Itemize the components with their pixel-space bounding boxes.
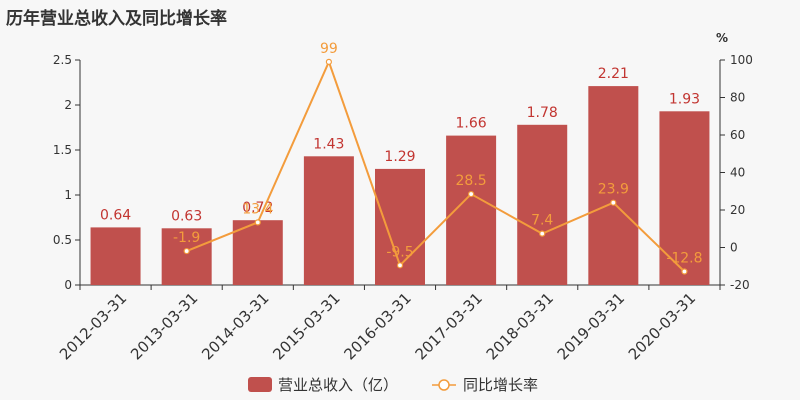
x-tick-label: 2018-03-31	[483, 289, 557, 363]
revenue-bar	[588, 86, 639, 285]
y-right-tick-label: -20	[730, 278, 750, 292]
revenue-bar	[232, 220, 283, 285]
revenue-bar-label: 0.64	[100, 207, 131, 223]
growth-rate-label: -9.5	[386, 244, 413, 260]
growth-rate-point	[681, 268, 688, 275]
revenue-bar-label: 1.93	[669, 91, 700, 107]
x-tick-label: 2013-03-31	[127, 289, 201, 363]
y-right-tick-label: 40	[730, 166, 745, 180]
x-tick-label: 2019-03-31	[554, 289, 628, 363]
growth-rate-point	[396, 262, 404, 269]
revenue-bar-label: 2.21	[598, 66, 629, 82]
y-right-tick-label: 100	[730, 53, 753, 67]
growth-rate-point	[468, 190, 475, 198]
y-left-tick-label: 1.5	[53, 143, 72, 157]
growth-rate-label: -12.8	[666, 251, 702, 267]
y-left-tick-label: 2.5	[53, 53, 72, 67]
legend-line-label: 同比增长率	[463, 376, 538, 394]
growth-rate-label: 28.5	[456, 173, 487, 189]
revenue-bar	[90, 227, 141, 285]
x-tick-label: 2020-03-31	[625, 289, 699, 363]
x-tick-label: 2014-03-31	[198, 289, 272, 363]
growth-rate-point	[539, 230, 546, 237]
revenue-bar-label: 1.66	[456, 116, 487, 132]
legend-bar-label: 营业总收入（亿）	[278, 376, 398, 394]
growth-rate-point	[183, 247, 190, 255]
x-tick-label: 2017-03-31	[412, 289, 486, 363]
y-right-tick-label: 20	[730, 203, 745, 217]
revenue-bar-label: 0.63	[171, 208, 202, 224]
y-left-tick-label: 2	[64, 98, 72, 112]
x-tick-label: 2015-03-31	[269, 289, 343, 363]
revenue-bar	[161, 228, 212, 285]
growth-rate-point	[610, 199, 617, 206]
legend-bar-swatch	[248, 377, 272, 392]
growth-rate-point	[325, 58, 332, 65]
growth-rate-label: -1.9	[173, 230, 200, 246]
y-right-tick-label: 0	[730, 241, 738, 255]
growth-rate-label: 13.4	[242, 201, 273, 217]
revenue-bar-label: 1.29	[384, 149, 415, 165]
revenue-bar-label: 1.78	[527, 105, 558, 121]
growth-rate-line	[186, 59, 686, 273]
legend-line-marker	[438, 379, 450, 391]
growth-rate-label: 99	[320, 41, 338, 57]
revenue-bar	[303, 156, 354, 285]
chart-title: 历年营业总收入及同比增长率	[6, 9, 227, 29]
y-left-tick-label: 0	[64, 278, 72, 292]
y-left-tick-label: 1	[64, 188, 72, 202]
revenue-bar	[517, 124, 568, 285]
y-right-tick-label: 80	[730, 91, 745, 105]
revenue-bar-label: 1.43	[313, 136, 344, 152]
x-tick-label: 2012-03-31	[56, 289, 130, 363]
y-left-tick-label: 0.5	[53, 233, 72, 247]
growth-rate-label: 7.4	[531, 213, 553, 229]
growth-rate-label: 23.9	[598, 182, 629, 198]
y-right-unit-label: %	[716, 31, 728, 45]
growth-rate-point	[254, 219, 261, 226]
x-tick-label: 2016-03-31	[340, 289, 414, 363]
y-right-tick-label: 60	[730, 128, 745, 142]
